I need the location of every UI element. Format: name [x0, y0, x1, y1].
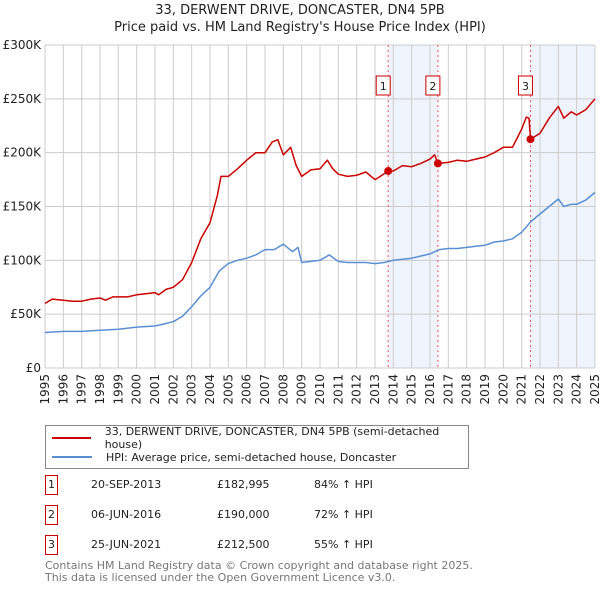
legend-item-hpi: HPI: Average price, semi-detached house,…: [52, 449, 396, 465]
y-tick-label: £250K: [3, 92, 43, 106]
sale-badge: [517, 75, 533, 96]
sale-point: [433, 159, 442, 168]
x-tick-label: 2014: [386, 374, 400, 405]
x-tick-label: 2024: [570, 374, 584, 405]
x-tick-label: 2005: [221, 374, 235, 405]
x-tick-label: 2025: [588, 374, 600, 405]
sale-price: £212,500: [217, 538, 270, 551]
legend-swatch-blue: [52, 456, 92, 458]
sale-date: 20-SEP-2013: [91, 478, 162, 491]
x-tick-label: 2000: [130, 374, 144, 405]
sale-hpi-change: 55% ↑ HPI: [314, 538, 373, 551]
y-tick-label: £100K: [3, 253, 43, 267]
x-tick-label: 2003: [185, 374, 199, 405]
x-tick-label: 2012: [350, 374, 364, 405]
sale-badge: [375, 75, 391, 96]
x-tick-label: 2010: [313, 374, 327, 405]
x-tick-label: 1998: [93, 374, 107, 405]
sale-number: 1: [45, 475, 58, 495]
y-tick-label: £300K: [3, 38, 43, 52]
sale-hpi-change: 84% ↑ HPI: [314, 478, 373, 491]
legend-item-property: 33, DERWENT DRIVE, DONCASTER, DN4 5PB (s…: [52, 425, 468, 451]
x-tick-label: 2007: [258, 374, 272, 405]
sale-point: [526, 135, 535, 144]
sale-badge: [425, 75, 441, 96]
y-tick-label: £200K: [3, 146, 43, 160]
footer-copyright: Contains HM Land Registry data © Crown c…: [45, 559, 473, 572]
x-tick-label: 1999: [111, 374, 125, 405]
x-tick-label: 2015: [405, 374, 419, 405]
x-tick-label: 2016: [423, 374, 437, 405]
sale-badge-label: 3: [522, 80, 529, 93]
footer-licence: This data is licensed under the Open Gov…: [45, 571, 396, 584]
y-tick-label: £150K: [3, 200, 43, 214]
series-line: [44, 98, 596, 305]
sale-date: 25-JUN-2021: [91, 538, 162, 551]
x-tick-label: 2018: [460, 374, 474, 405]
x-tick-label: 2019: [478, 374, 492, 405]
x-tick-label: 2002: [166, 374, 180, 405]
price-chart: £0 £50K £100K £150K £200K £250K £300K 1995 1996 1…: [3, 38, 600, 405]
x-tick-label: 2001: [148, 374, 162, 405]
chart-subtitle: Price paid vs. HM Land Registry's House …: [114, 20, 486, 35]
x-tick-label: 2023: [551, 374, 565, 405]
x-tick-label: 2011: [331, 374, 345, 405]
sale-number: 3: [45, 535, 58, 555]
sale-date: 06-JUN-2016: [91, 508, 162, 521]
sale-badge-label: 2: [429, 80, 436, 93]
x-tick-label: 1995: [38, 374, 52, 405]
chart-title: 33, DERWENT DRIVE, DONCASTER, DN4 5PB: [155, 3, 445, 18]
sale-price: £182,995: [217, 478, 270, 491]
x-tick-label: 2022: [533, 374, 547, 405]
x-tick-label: 1997: [75, 374, 89, 405]
legend: 33, DERWENT DRIVE, DONCASTER, DN4 5PB (s…: [45, 425, 469, 469]
sale-price: £190,000: [217, 508, 270, 521]
y-tick-label: £50K: [10, 307, 42, 321]
x-tick-label: 2009: [295, 374, 309, 405]
x-tick-label: 2006: [240, 374, 254, 405]
sale-point: [384, 166, 393, 175]
x-tick-label: 2004: [203, 374, 217, 405]
sale-hpi-change: 72% ↑ HPI: [314, 508, 373, 521]
x-tick-label: 2017: [441, 374, 455, 405]
legend-swatch-red: [52, 437, 91, 439]
legend-label: 33, DERWENT DRIVE, DONCASTER, DN4 5PB (s…: [104, 425, 440, 451]
x-tick-label: 2008: [276, 374, 290, 405]
sale-badge-label: 1: [380, 80, 387, 93]
series-line: [44, 191, 596, 334]
sale-number: 2: [45, 505, 58, 525]
legend-label: HPI: Average price, semi-detached house,…: [106, 450, 397, 464]
x-tick-label: 1996: [56, 374, 70, 405]
x-tick-label: 2020: [496, 374, 510, 405]
x-tick-label: 2021: [515, 374, 529, 405]
y-tick-label: £0: [26, 361, 41, 375]
x-tick-label: 2013: [368, 374, 382, 405]
